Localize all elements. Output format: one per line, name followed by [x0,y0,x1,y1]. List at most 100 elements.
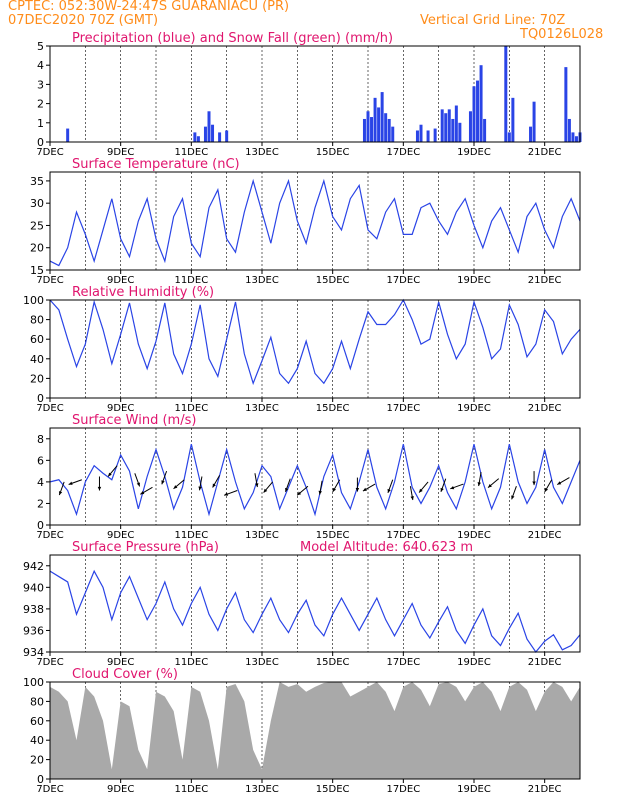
pressure-y-tick-label: 934 [23,646,44,659]
wind-vector-head [255,483,259,488]
cloud-x-tick-label: 17DEC [386,784,420,795]
precip-bar [196,136,200,142]
wind-vector-head [544,487,549,492]
header-grid-line: Vertical Grid Line: 70Z [420,13,566,28]
pressure-title: Surface Pressure (hPa) [72,540,219,555]
wind-line [49,444,581,517]
pressure-frame [49,554,581,653]
humidity-y-tick-label: 0 [37,392,44,405]
precip-bar [419,124,423,142]
wind-vector-head [511,495,515,500]
cloud-y-tick-label: 0 [37,773,44,786]
wind-vector-head [136,482,140,487]
cloud-title: Cloud Cover (%) [72,667,178,682]
cloud-frame [49,681,581,780]
temp-x-tick-label: 11DEC [174,275,208,286]
cloud-y-tick-label: 40 [30,734,44,747]
precip-y-tick-label: 0 [37,136,44,149]
wind-y-tick-label: 4 [37,476,44,489]
precip-bar [377,107,381,142]
precip-bar [529,126,533,142]
humidity-line [49,298,581,386]
precip-x-tick-label: 19DEC [457,147,491,158]
pressure-x-tick-label: 17DEC [386,657,420,668]
temp-line [49,178,581,267]
precip-bar [507,132,511,142]
temp-y-tick-label: 15 [30,264,44,277]
temp-y-tick-label: 20 [30,242,44,255]
wind-vector-head [58,491,63,496]
humidity-x-tick-label: 9DEC [107,403,134,414]
temp-y-tick-label: 35 [30,175,44,188]
cloud-x-tick-label: 15DEC [316,784,350,795]
precip-bar [380,92,384,142]
pressure-x-tick-label: 13DEC [245,657,279,668]
precip-x-tick-label: 15DEC [316,147,350,158]
precip-bar [207,111,211,142]
precip-x-tick-label: 21DEC [528,147,562,158]
temp-title: Surface Temperature (nC) [72,157,240,172]
precip-bar [447,109,451,142]
wind-vector-head [108,472,112,477]
precip-bar [391,126,395,142]
precip-bar [451,118,455,142]
precip-y-tick-label: 4 [37,59,44,72]
pressure-line [49,569,581,653]
temp-x-tick-label: 19DEC [457,275,491,286]
pressure-x-tick-label: 15DEC [316,657,350,668]
wind-vector-head [557,481,562,485]
precip-bar [373,97,377,142]
wind-vector-head [212,483,216,488]
precip-bar [472,86,476,142]
cloud-x-tick-label: 13DEC [245,784,279,795]
temp-x-tick-label: 9DEC [107,275,134,286]
precip-bar [454,105,458,142]
wind-x-tick-label: 21DEC [528,530,562,541]
precip-bar [564,67,568,142]
wind-frame [49,427,581,526]
wind-vector-head [532,481,536,486]
pressure-x-tick-label: 19DEC [457,657,491,668]
wind-vector-head [440,487,444,492]
temp-x-tick-label: 7DEC [36,275,63,286]
precip-bar [440,109,444,142]
cloud-x-tick-label: 11DEC [174,784,208,795]
wind-y-tick-label: 2 [37,497,44,510]
wind-x-tick-label: 9DEC [107,530,134,541]
pressure-x-tick-label: 21DEC [528,657,562,668]
precip-y-tick-label: 2 [37,98,44,111]
wind-vector-head [224,492,229,496]
pressure-y-tick-label: 938 [23,603,44,616]
cloud-y-tick-label: 80 [30,695,44,708]
wind-vector-head [477,482,481,486]
wind-vector-head [419,488,423,493]
wind-vector-head [362,487,367,492]
header-date: 07DEC2020 70Z (GMT) [8,13,159,28]
cloud-x-tick-label: 21DEC [528,784,562,795]
wind-x-tick-label: 19DEC [457,530,491,541]
wind-vector-head [263,488,268,493]
precip-bar [415,130,419,142]
wind-vector-head [198,486,202,491]
header-station: CPTEC: 052:30W-24:47S GUARANIACU (PR) [8,0,290,14]
precip-x-tick-label: 7DEC [36,147,63,158]
wind-x-tick-label: 15DEC [316,530,350,541]
precip-bar [211,124,215,142]
temp-x-tick-label: 21DEC [528,275,562,286]
precip-x-tick-label: 17DEC [386,147,420,158]
precip-bar [479,65,483,142]
precip-frame [49,45,581,143]
humidity-y-tick-label: 100 [23,294,44,307]
wind-vector-head [140,490,145,495]
pressure-y-tick-label: 936 [23,624,44,637]
cloud-area [50,682,580,779]
wind-vector-head [450,485,455,490]
precip-bar [362,118,366,142]
precip-bar [458,122,462,142]
wind-x-tick-label: 11DEC [174,530,208,541]
humidity-x-tick-label: 15DEC [316,403,350,414]
precip-y-tick-label: 1 [37,117,44,130]
precip-y-tick-label: 3 [37,78,44,91]
temp-y-tick-label: 25 [30,219,44,232]
